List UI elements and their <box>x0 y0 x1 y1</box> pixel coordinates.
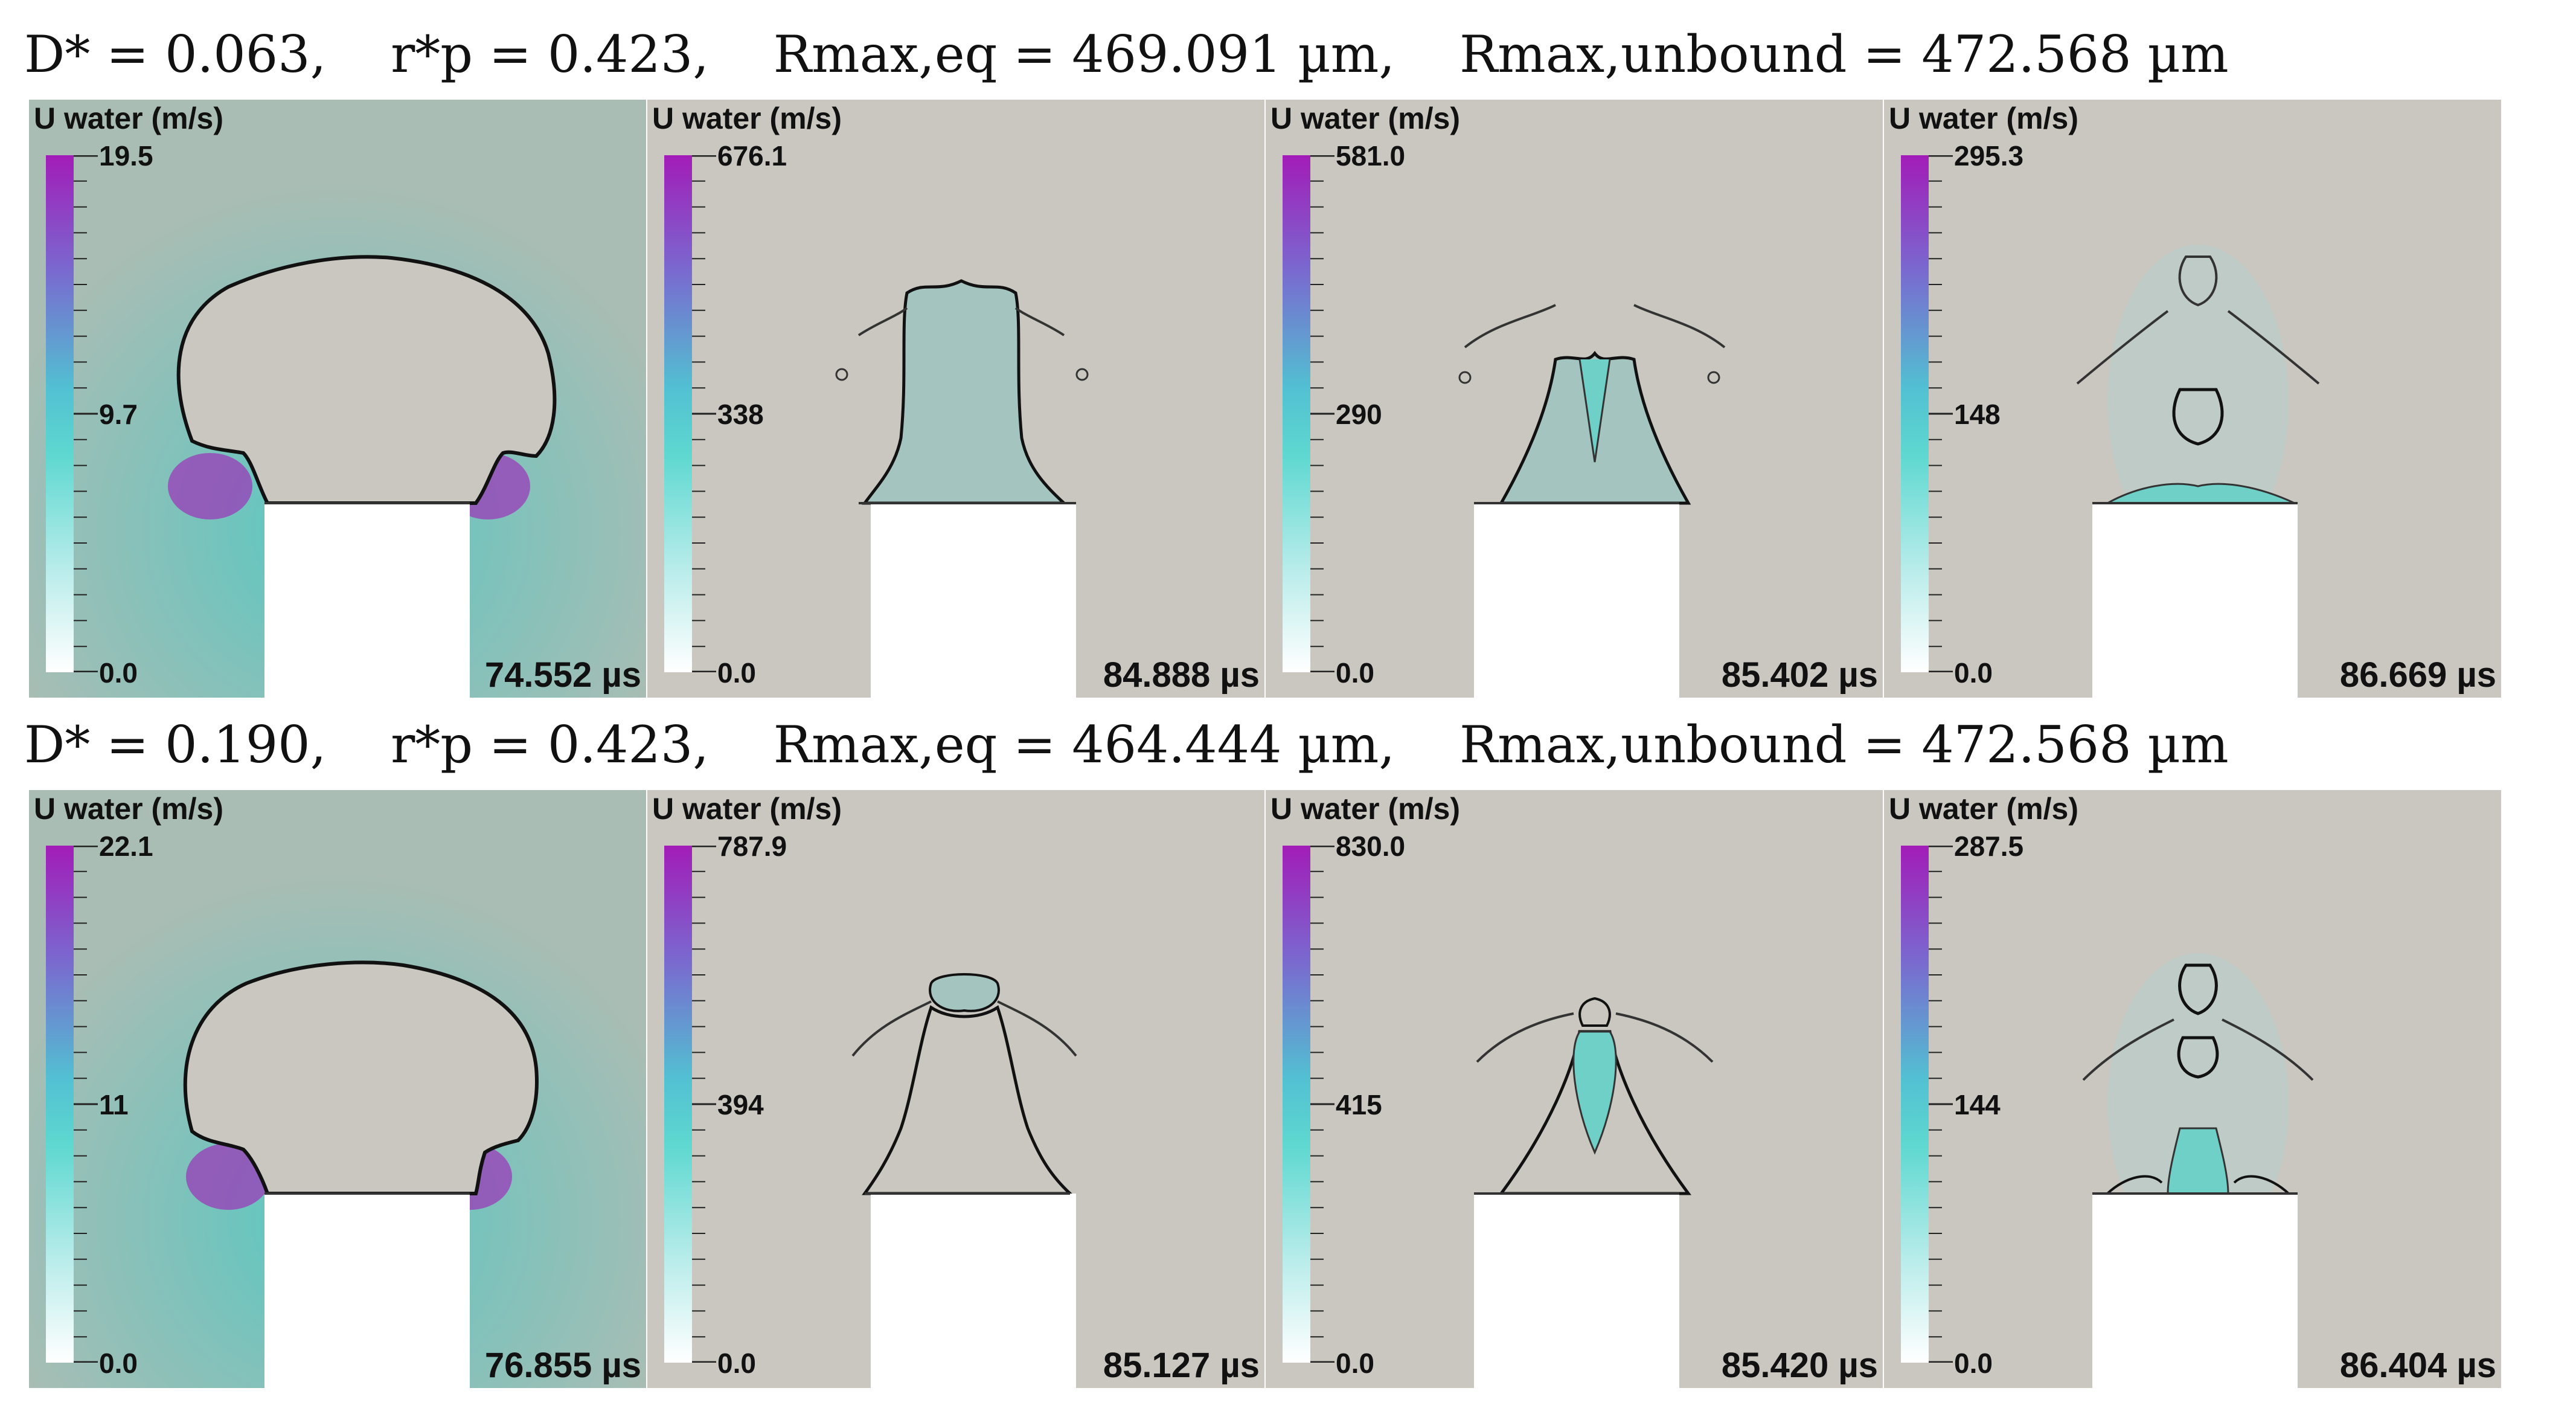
colorbar-mid-label: 148 <box>1954 399 2001 430</box>
panel-r1-c3: U water (m/s) 581.0 290 0.0 85.402 µs <box>1266 100 1883 698</box>
colorbar-max-label: 581.0 <box>1336 140 1406 172</box>
colorbar-ticks <box>1310 155 1334 672</box>
colorbar-mid-label: 11 <box>99 1089 129 1120</box>
colorbar-title: U water (m/s) <box>34 101 223 135</box>
colorbar-title: U water (m/s) <box>1270 101 1460 135</box>
colorbar <box>46 846 74 1363</box>
panel-r1-c2: U water (m/s) 676.1 338 0.0 84.888 µs <box>647 100 1264 698</box>
colorbar-ticks <box>74 155 98 672</box>
colorbar-ticks <box>692 155 716 672</box>
colorbar-mid-label: 394 <box>717 1089 764 1120</box>
colorbar-mid-label: 9.7 <box>99 399 138 430</box>
panel-r2-c3: U water (m/s) 830.0 415 0.0 85.420 µs <box>1266 790 1883 1388</box>
bubble-image <box>1458 304 1726 698</box>
colorbar-min-label: 0.0 <box>1336 657 1374 689</box>
panel-r2-c4: U water (m/s) 287.5 144 0.0 86.404 µs <box>1884 790 2501 1388</box>
time-label: 85.402 µs <box>1721 655 1878 695</box>
time-label: 84.888 µs <box>1103 655 1260 695</box>
colorbar-min-label: 0.0 <box>99 657 138 689</box>
colorbar-min-label: 0.0 <box>717 1348 756 1379</box>
colorbar <box>1901 155 1929 672</box>
bubble-image <box>29 790 646 1388</box>
colorbar-max-label: 22.1 <box>99 831 153 862</box>
colorbar-ticks <box>692 846 716 1363</box>
colorbar-min-label: 0.0 <box>1336 1348 1374 1379</box>
colorbar-mid-label: 290 <box>1336 399 1382 430</box>
colorbar-ticks <box>74 846 98 1363</box>
colorbar-ticks <box>1929 155 1953 672</box>
colorbar-title: U water (m/s) <box>34 792 223 826</box>
bubble-image <box>835 279 1089 698</box>
bubble-image <box>2082 953 2314 1388</box>
colorbar <box>664 846 692 1363</box>
bubble-image <box>851 973 1077 1388</box>
colorbar-title: U water (m/s) <box>1889 792 2078 826</box>
colorbar-max-label: 830.0 <box>1336 831 1406 862</box>
colorbar-mid-label: 144 <box>1954 1089 2001 1120</box>
colorbar-max-label: 287.5 <box>1954 831 2024 862</box>
colorbar-min-label: 0.0 <box>717 657 756 689</box>
colorbar-title: U water (m/s) <box>652 792 842 826</box>
panel-r2-c1: U water (m/s) 22.1 11 0.0 76.855 µs <box>29 790 646 1388</box>
row-1-title: D* = 0.063, r*p = 0.423, Rmax,eq = 469.0… <box>24 25 2229 84</box>
panel-r2-c2: U water (m/s) 787.9 394 0.0 85.127 µs <box>647 790 1264 1388</box>
bubble-image <box>2076 245 2320 698</box>
bubble-image <box>29 100 646 698</box>
colorbar-min-label: 0.0 <box>1954 1348 1993 1379</box>
panel-r1-c1: U water (m/s) 19.5 9.7 0.0 74.552 µs <box>29 100 646 698</box>
time-label: 85.420 µs <box>1721 1346 1878 1385</box>
colorbar <box>46 155 74 672</box>
colorbar-mid-label: 338 <box>717 399 764 430</box>
colorbar-min-label: 0.0 <box>99 1348 138 1379</box>
time-label: 74.552 µs <box>484 655 641 695</box>
colorbar <box>1283 155 1310 672</box>
colorbar-title: U water (m/s) <box>652 101 842 135</box>
colorbar-max-label: 676.1 <box>717 140 787 172</box>
colorbar-title: U water (m/s) <box>1889 101 2078 135</box>
colorbar-mid-label: 415 <box>1336 1089 1382 1120</box>
colorbar-max-label: 787.9 <box>717 831 787 862</box>
time-label: 85.127 µs <box>1103 1346 1260 1385</box>
colorbar-max-label: 19.5 <box>99 140 153 172</box>
time-label: 86.669 µs <box>2339 655 2496 695</box>
time-label: 76.855 µs <box>484 1346 641 1385</box>
time-label: 86.404 µs <box>2339 1346 2496 1385</box>
colorbar-ticks <box>1310 846 1334 1363</box>
bubble-image <box>1474 997 1714 1388</box>
row-2-title: D* = 0.190, r*p = 0.423, Rmax,eq = 464.4… <box>24 715 2229 774</box>
colorbar <box>1283 846 1310 1363</box>
colorbar <box>1901 846 1929 1363</box>
colorbar-ticks <box>1929 846 1953 1363</box>
panel-r1-c4: U water (m/s) 295.3 148 0.0 86.669 µs <box>1884 100 2501 698</box>
colorbar <box>664 155 692 672</box>
colorbar-max-label: 295.3 <box>1954 140 2024 172</box>
colorbar-title: U water (m/s) <box>1270 792 1460 826</box>
colorbar-min-label: 0.0 <box>1954 657 1993 689</box>
